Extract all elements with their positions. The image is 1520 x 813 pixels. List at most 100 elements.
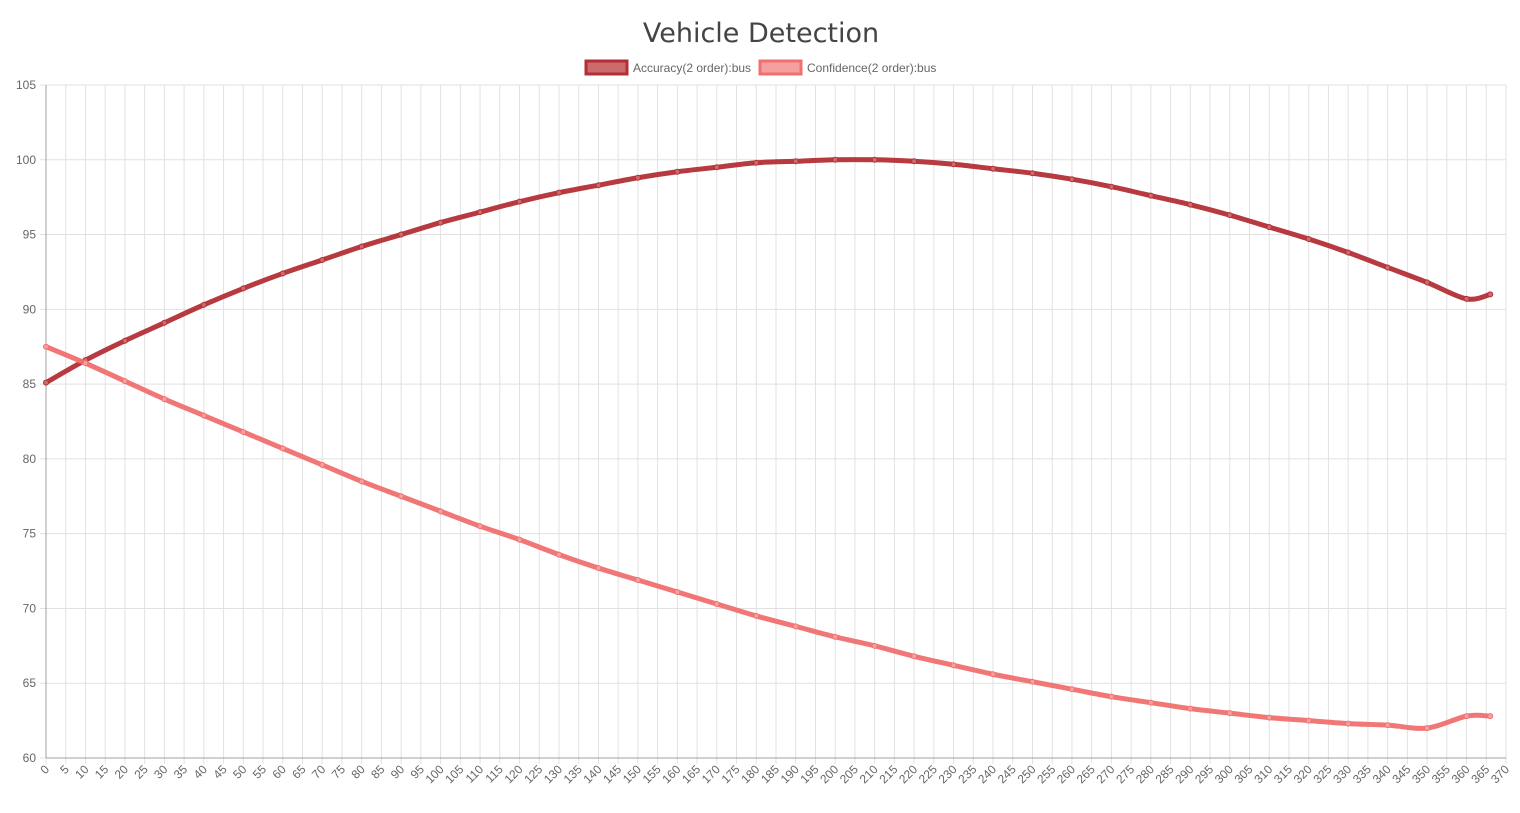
y-axis-ticks: 60 65 70 75 80 85 90 95 100 105 xyxy=(16,78,36,765)
data-point-accuracy[interactable] xyxy=(871,156,878,163)
data-point-accuracy[interactable] xyxy=(1226,212,1233,219)
data-point-confidence[interactable] xyxy=(161,396,168,403)
x-tick-label: 110 xyxy=(463,762,487,786)
data-point-confidence[interactable] xyxy=(634,577,641,584)
data-point-accuracy[interactable] xyxy=(200,301,207,308)
data-point-confidence[interactable] xyxy=(1187,705,1194,712)
data-point-accuracy[interactable] xyxy=(950,161,957,168)
legend-item-confidence[interactable]: Confidence(2 order):bus xyxy=(758,59,936,76)
data-point-accuracy[interactable] xyxy=(477,209,484,216)
data-point-confidence[interactable] xyxy=(1424,725,1431,732)
series-line-confidence[interactable] xyxy=(43,344,1493,731)
data-point-accuracy[interactable] xyxy=(121,337,128,344)
data-point-confidence[interactable] xyxy=(1226,710,1233,717)
data-point-accuracy[interactable] xyxy=(555,189,562,196)
data-point-confidence[interactable] xyxy=(240,428,247,435)
data-point-confidence[interactable] xyxy=(1305,717,1312,724)
data-point-confidence[interactable] xyxy=(871,642,878,649)
data-point-accuracy[interactable] xyxy=(437,219,444,226)
data-point-accuracy[interactable] xyxy=(1266,224,1273,231)
data-point-confidence[interactable] xyxy=(1147,699,1154,706)
data-point-confidence[interactable] xyxy=(358,478,365,485)
x-tick-label: 30 xyxy=(151,762,171,782)
data-point-accuracy[interactable] xyxy=(1345,249,1352,256)
data-point-accuracy[interactable] xyxy=(990,165,997,172)
data-point-accuracy[interactable] xyxy=(1487,291,1494,298)
data-point-confidence[interactable] xyxy=(1068,686,1075,693)
x-tick-label: 65 xyxy=(289,762,309,782)
data-point-accuracy[interactable] xyxy=(43,379,49,386)
data-point-confidence[interactable] xyxy=(319,461,326,468)
data-point-accuracy[interactable] xyxy=(1029,170,1036,177)
data-point-accuracy[interactable] xyxy=(1384,264,1391,271)
y-tick-label: 105 xyxy=(16,78,36,92)
x-tick-label: 5 xyxy=(57,762,72,777)
data-point-confidence[interactable] xyxy=(477,523,484,530)
y-tick-label: 60 xyxy=(23,751,37,765)
data-point-accuracy[interactable] xyxy=(595,182,602,189)
x-tick-label: 50 xyxy=(230,762,250,782)
data-point-confidence[interactable] xyxy=(437,508,444,515)
data-point-accuracy[interactable] xyxy=(674,168,681,175)
x-tick-label: 70 xyxy=(309,762,329,782)
data-point-accuracy[interactable] xyxy=(1147,192,1154,199)
data-point-confidence[interactable] xyxy=(516,536,523,543)
data-point-accuracy[interactable] xyxy=(832,156,839,163)
data-point-confidence[interactable] xyxy=(1384,722,1391,729)
x-tick-label: 115 xyxy=(482,762,506,786)
data-point-accuracy[interactable] xyxy=(713,164,720,171)
legend-label-accuracy: Accuracy(2 order):bus xyxy=(633,61,751,75)
x-tick-label: 45 xyxy=(210,762,230,782)
data-point-confidence[interactable] xyxy=(1463,713,1470,720)
y-tick-label: 75 xyxy=(23,527,37,541)
data-point-confidence[interactable] xyxy=(832,633,839,640)
data-point-confidence[interactable] xyxy=(1266,714,1273,721)
data-point-accuracy[interactable] xyxy=(319,256,326,263)
x-tick-label: 370 xyxy=(1488,762,1512,786)
data-point-confidence[interactable] xyxy=(674,588,681,595)
data-point-confidence[interactable] xyxy=(1029,678,1036,685)
data-point-confidence[interactable] xyxy=(950,662,957,669)
data-point-accuracy[interactable] xyxy=(358,243,365,250)
data-point-confidence[interactable] xyxy=(990,671,997,678)
data-point-confidence[interactable] xyxy=(43,343,49,350)
data-point-accuracy[interactable] xyxy=(516,198,523,205)
data-point-accuracy[interactable] xyxy=(1463,295,1470,302)
data-point-confidence[interactable] xyxy=(1108,693,1115,700)
x-tick-label: 0 xyxy=(37,762,52,777)
data-point-accuracy[interactable] xyxy=(792,158,799,165)
data-point-accuracy[interactable] xyxy=(1187,201,1194,208)
data-point-confidence[interactable] xyxy=(753,612,760,619)
data-point-confidence[interactable] xyxy=(200,412,207,419)
legend-item-accuracy[interactable]: Accuracy(2 order):bus xyxy=(584,59,751,76)
data-point-accuracy[interactable] xyxy=(398,231,405,238)
data-point-confidence[interactable] xyxy=(398,493,405,500)
data-point-accuracy[interactable] xyxy=(1424,279,1431,286)
data-point-accuracy[interactable] xyxy=(1108,183,1115,190)
data-point-accuracy[interactable] xyxy=(911,158,918,165)
data-point-accuracy[interactable] xyxy=(161,319,168,326)
data-point-accuracy[interactable] xyxy=(1068,176,1075,183)
data-point-accuracy[interactable] xyxy=(240,285,247,292)
data-point-confidence[interactable] xyxy=(1487,713,1494,720)
y-tick-label: 70 xyxy=(23,601,37,615)
series-line-accuracy[interactable] xyxy=(43,157,1493,386)
x-tick-label: 55 xyxy=(250,762,270,782)
data-point-confidence[interactable] xyxy=(82,360,89,367)
data-point-accuracy[interactable] xyxy=(634,174,641,181)
data-point-confidence[interactable] xyxy=(279,445,286,452)
data-point-confidence[interactable] xyxy=(121,378,128,385)
data-point-confidence[interactable] xyxy=(713,600,720,607)
data-point-accuracy[interactable] xyxy=(1305,236,1312,243)
series-confidence xyxy=(43,343,1494,732)
x-tick-label: 40 xyxy=(191,762,211,782)
y-tick-label: 95 xyxy=(23,228,37,242)
data-point-confidence[interactable] xyxy=(1345,720,1352,727)
y-tick-label: 65 xyxy=(23,676,37,690)
data-point-accuracy[interactable] xyxy=(753,159,760,166)
data-point-confidence[interactable] xyxy=(911,653,918,660)
data-point-confidence[interactable] xyxy=(595,565,602,572)
data-point-accuracy[interactable] xyxy=(279,270,286,277)
data-point-confidence[interactable] xyxy=(792,623,799,630)
data-point-confidence[interactable] xyxy=(555,551,562,558)
